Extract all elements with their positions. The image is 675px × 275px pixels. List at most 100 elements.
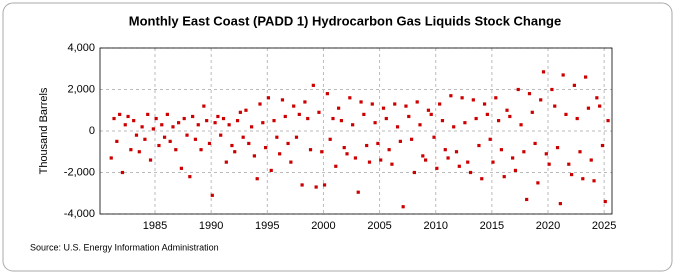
x-tick-label: 2025 (592, 220, 616, 232)
point (367, 160, 372, 164)
chart-title: Monthly East Coast (PADD 1) Hydrocarbon … (129, 13, 561, 28)
point (567, 162, 571, 166)
point (162, 135, 167, 139)
point (123, 123, 127, 127)
point (205, 119, 209, 123)
point (154, 116, 158, 121)
point (216, 114, 220, 119)
point (584, 75, 588, 79)
point (120, 170, 125, 175)
point (525, 197, 529, 202)
point (381, 106, 386, 110)
y-tick-label: 0 (89, 125, 95, 137)
point (160, 123, 164, 127)
point (426, 108, 431, 112)
point (292, 104, 296, 108)
point (348, 96, 352, 100)
point (148, 158, 153, 162)
point (412, 170, 416, 175)
point (421, 154, 425, 158)
point (572, 83, 576, 87)
point (407, 114, 411, 119)
point (210, 193, 214, 197)
point (165, 112, 169, 116)
point (595, 96, 599, 100)
point (207, 141, 212, 146)
point (494, 96, 498, 100)
point (289, 160, 293, 164)
point (219, 133, 223, 137)
point (373, 121, 377, 125)
point (418, 123, 422, 127)
point (297, 112, 301, 116)
point (432, 135, 436, 139)
point (589, 158, 593, 162)
point (502, 175, 506, 179)
point (176, 121, 181, 125)
point (513, 168, 518, 173)
point (227, 123, 231, 127)
point (171, 125, 175, 129)
point (247, 141, 251, 146)
point (603, 199, 607, 204)
point (482, 102, 487, 106)
y-tick-label: -4,000 (64, 208, 95, 220)
point (345, 152, 349, 156)
point (569, 172, 574, 177)
point (339, 119, 344, 123)
point (491, 160, 495, 164)
point (395, 125, 400, 129)
point (294, 135, 299, 139)
x-tick-label: 1995 (255, 220, 279, 232)
point (555, 146, 560, 150)
point (320, 150, 324, 154)
point (390, 162, 394, 166)
point (541, 70, 546, 74)
point (359, 100, 363, 104)
point (137, 150, 141, 154)
chart-frame (2, 2, 673, 272)
point (581, 177, 585, 181)
point (606, 119, 610, 123)
plot-border (99, 47, 613, 215)
point (598, 104, 602, 108)
point (536, 181, 540, 185)
point (134, 133, 139, 137)
point (365, 143, 369, 148)
point (496, 119, 501, 123)
point (244, 108, 248, 112)
point (550, 87, 554, 92)
point (258, 102, 262, 106)
point (415, 100, 419, 104)
point (272, 119, 276, 123)
x-tick-label: 2020 (536, 220, 560, 232)
point (393, 102, 397, 106)
point (174, 148, 178, 152)
point (527, 92, 532, 96)
point (230, 143, 234, 148)
point (311, 83, 315, 87)
point (558, 202, 562, 206)
point (328, 137, 332, 141)
point (516, 87, 520, 92)
point (314, 185, 318, 189)
point (586, 106, 591, 110)
point (600, 143, 605, 148)
point (157, 143, 161, 148)
point (196, 123, 200, 127)
point (376, 141, 380, 146)
point (530, 110, 534, 114)
point (286, 141, 290, 146)
point (322, 183, 327, 187)
point (249, 125, 254, 129)
point (522, 150, 526, 154)
point (109, 156, 113, 160)
point (353, 156, 358, 160)
point (306, 116, 310, 121)
point (146, 112, 150, 116)
point (379, 158, 383, 162)
y-tick-label: 2,000 (67, 83, 95, 95)
point (435, 166, 439, 170)
point (362, 112, 366, 116)
